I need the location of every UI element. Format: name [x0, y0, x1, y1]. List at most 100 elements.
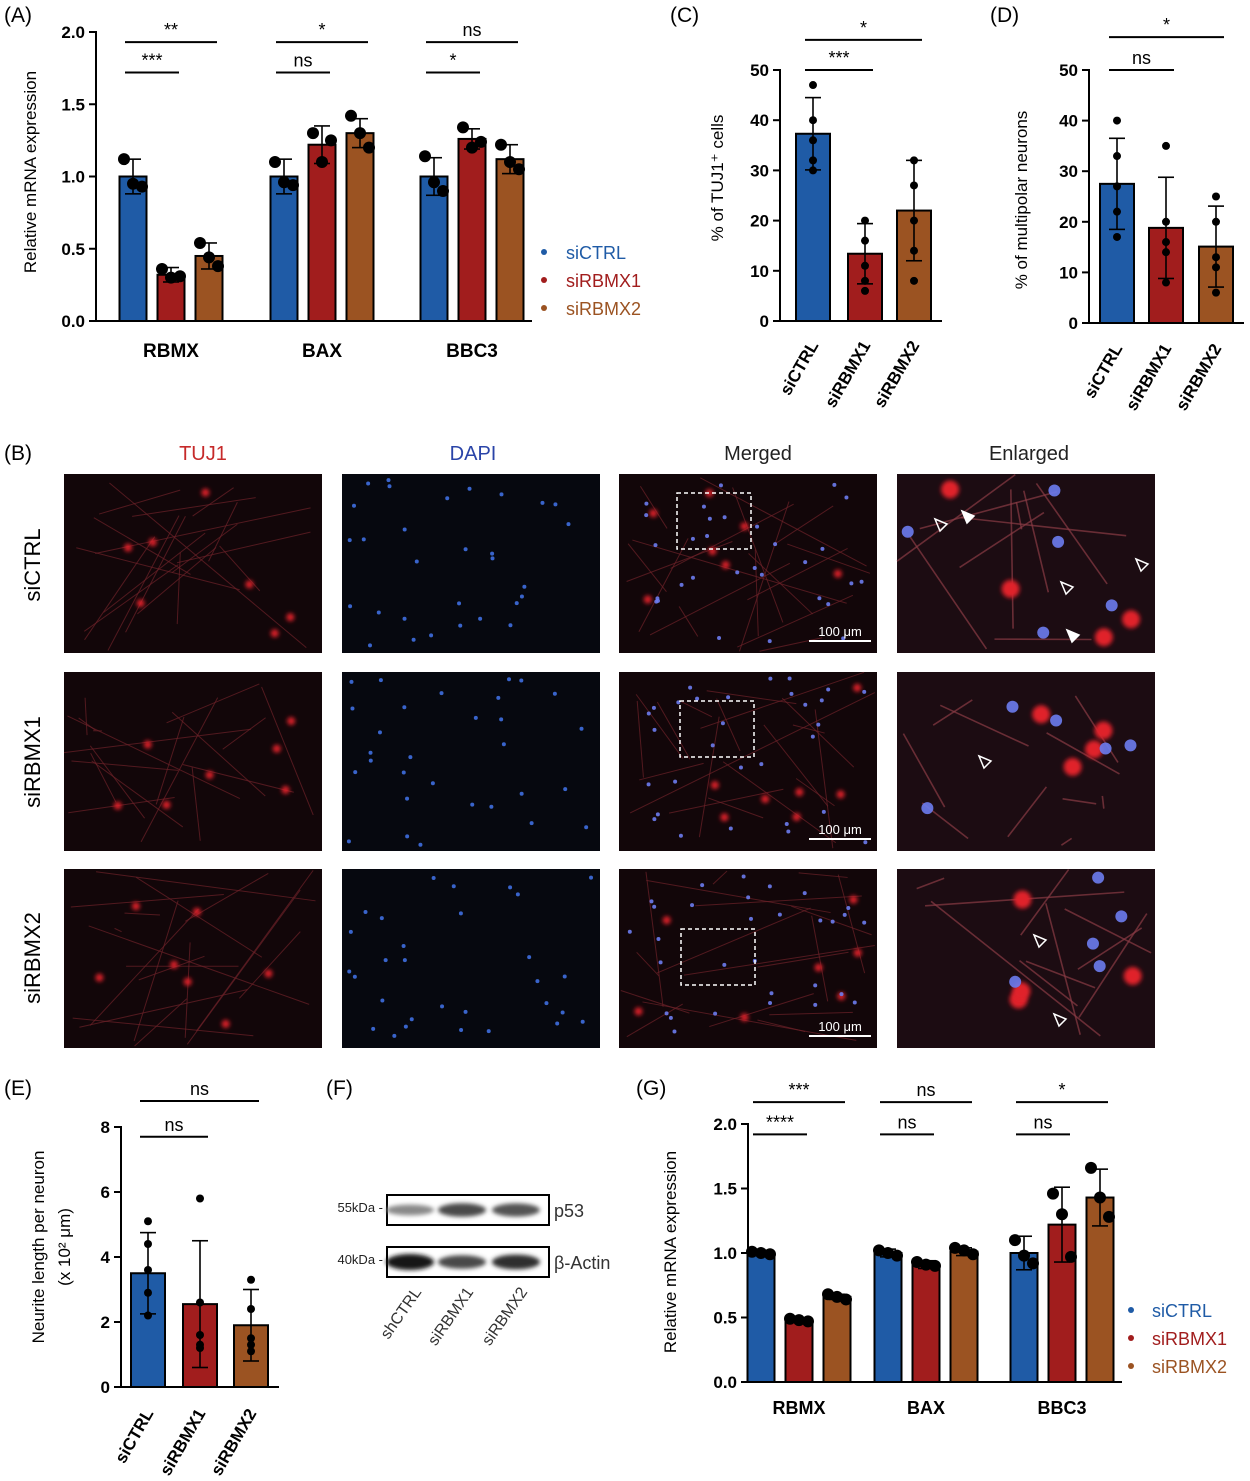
neurite [620, 990, 690, 1014]
legend-dot-sictrl [1128, 1307, 1134, 1313]
legend-dot-sictrl [541, 249, 547, 255]
nucleus [863, 840, 868, 845]
blot-band [492, 1203, 540, 1217]
data-point [809, 156, 817, 165]
y-tick-label: 40 [1059, 112, 1078, 131]
panel-e-label: (E) [4, 1077, 32, 1100]
nucleus [652, 817, 657, 822]
category-label: siCTRL [776, 338, 822, 399]
neurite [763, 724, 829, 807]
bar-bbc3-sictrl [1009, 1252, 1039, 1383]
data-point [1162, 248, 1170, 257]
data-point [144, 1311, 152, 1320]
panel-g-chart: (G) Relative mRNA expression 0.0 0.5 1.0 1.… [636, 1077, 1227, 1418]
cell-body [740, 522, 749, 531]
data-point [1113, 207, 1121, 216]
data-point [247, 1305, 255, 1313]
y-tick-label: 20 [1059, 213, 1078, 232]
neurite [135, 876, 263, 958]
neurite [642, 1001, 857, 1041]
cell-body [136, 599, 145, 608]
data-point [1027, 1257, 1039, 1270]
cell-body [1001, 579, 1020, 598]
cell-body [1123, 967, 1142, 986]
data-point [910, 156, 918, 165]
cell-body [1122, 610, 1141, 629]
data-point [861, 261, 869, 270]
micrograph-background [619, 672, 877, 851]
nucleus [499, 717, 504, 722]
micrograph-background [897, 474, 1155, 653]
nucleus [700, 883, 705, 888]
cell-body [95, 973, 104, 982]
micrograph-sictrl-merged: 100 μm [619, 474, 877, 653]
data-point [958, 1244, 970, 1257]
bar-rbmx-sirbmx2 [822, 1295, 852, 1383]
nucleus [735, 570, 740, 575]
nucleus [653, 543, 658, 548]
micrograph-background [64, 672, 322, 851]
data-point [1113, 152, 1121, 161]
neurite [88, 925, 310, 1005]
cell-body [143, 740, 152, 749]
neurite [811, 915, 829, 1002]
y-tick-label: 0.5 [713, 1309, 737, 1328]
nucleus [901, 525, 914, 538]
nucleus [826, 602, 831, 607]
data-point [136, 180, 148, 193]
y-tick-label: 0.0 [61, 312, 85, 331]
panel-d-ylabel: % of multipolar neurons [1012, 111, 1031, 290]
nucleus [368, 750, 373, 755]
data-point [873, 1244, 885, 1257]
neurite [639, 762, 704, 781]
nucleus [849, 581, 854, 586]
nucleus [1099, 742, 1112, 755]
neurite [1045, 903, 1081, 1035]
data-point [911, 1256, 923, 1269]
panel-e-ylabel-unit: (x 10² μm) [55, 1208, 74, 1286]
data-point [861, 286, 869, 295]
nucleus [673, 779, 678, 784]
nucleus [862, 920, 867, 925]
nucleus [655, 812, 660, 817]
panel-f-label: (F) [326, 1077, 353, 1100]
nucleus [402, 527, 407, 532]
nucleus [463, 547, 468, 552]
nucleus [1086, 937, 1099, 950]
nucleus [803, 560, 808, 565]
data-point [144, 1240, 152, 1248]
y-tick-label: 50 [1059, 61, 1078, 80]
cell-body [1094, 628, 1113, 647]
nucleus [777, 912, 782, 917]
neurite [63, 728, 252, 754]
micrograph-sictrl-dapi [342, 474, 600, 653]
nucleus [1052, 535, 1065, 548]
nucleus [644, 501, 649, 506]
molecular-weight-marker: 40kDa - [337, 1252, 383, 1267]
data-point [504, 156, 516, 169]
cell-body [1085, 740, 1104, 759]
cell-body [192, 907, 201, 916]
nucleus [786, 829, 791, 834]
data-point [144, 1288, 152, 1297]
legend-label-sirbmx2: siRBMX2 [1152, 1357, 1227, 1377]
neurite [124, 912, 161, 916]
nucleus [713, 1011, 718, 1016]
nucleus [651, 705, 656, 710]
row-label-sictrl: siCTRL [20, 528, 45, 601]
nucleus [367, 643, 372, 648]
data-point [755, 1247, 767, 1259]
micrograph-background [342, 672, 600, 851]
data-point [144, 1217, 152, 1226]
neurite [670, 503, 794, 569]
data-point [1103, 1210, 1115, 1223]
nucleus [717, 635, 722, 640]
neurite [196, 870, 314, 1032]
cell-body [270, 629, 279, 638]
significance-label: ns [164, 1115, 183, 1135]
data-point [196, 1344, 204, 1352]
bar-bax-sirbmx1 [307, 143, 337, 322]
nucleus [726, 695, 731, 700]
nucleus [486, 1029, 491, 1034]
nucleus [672, 1029, 677, 1034]
